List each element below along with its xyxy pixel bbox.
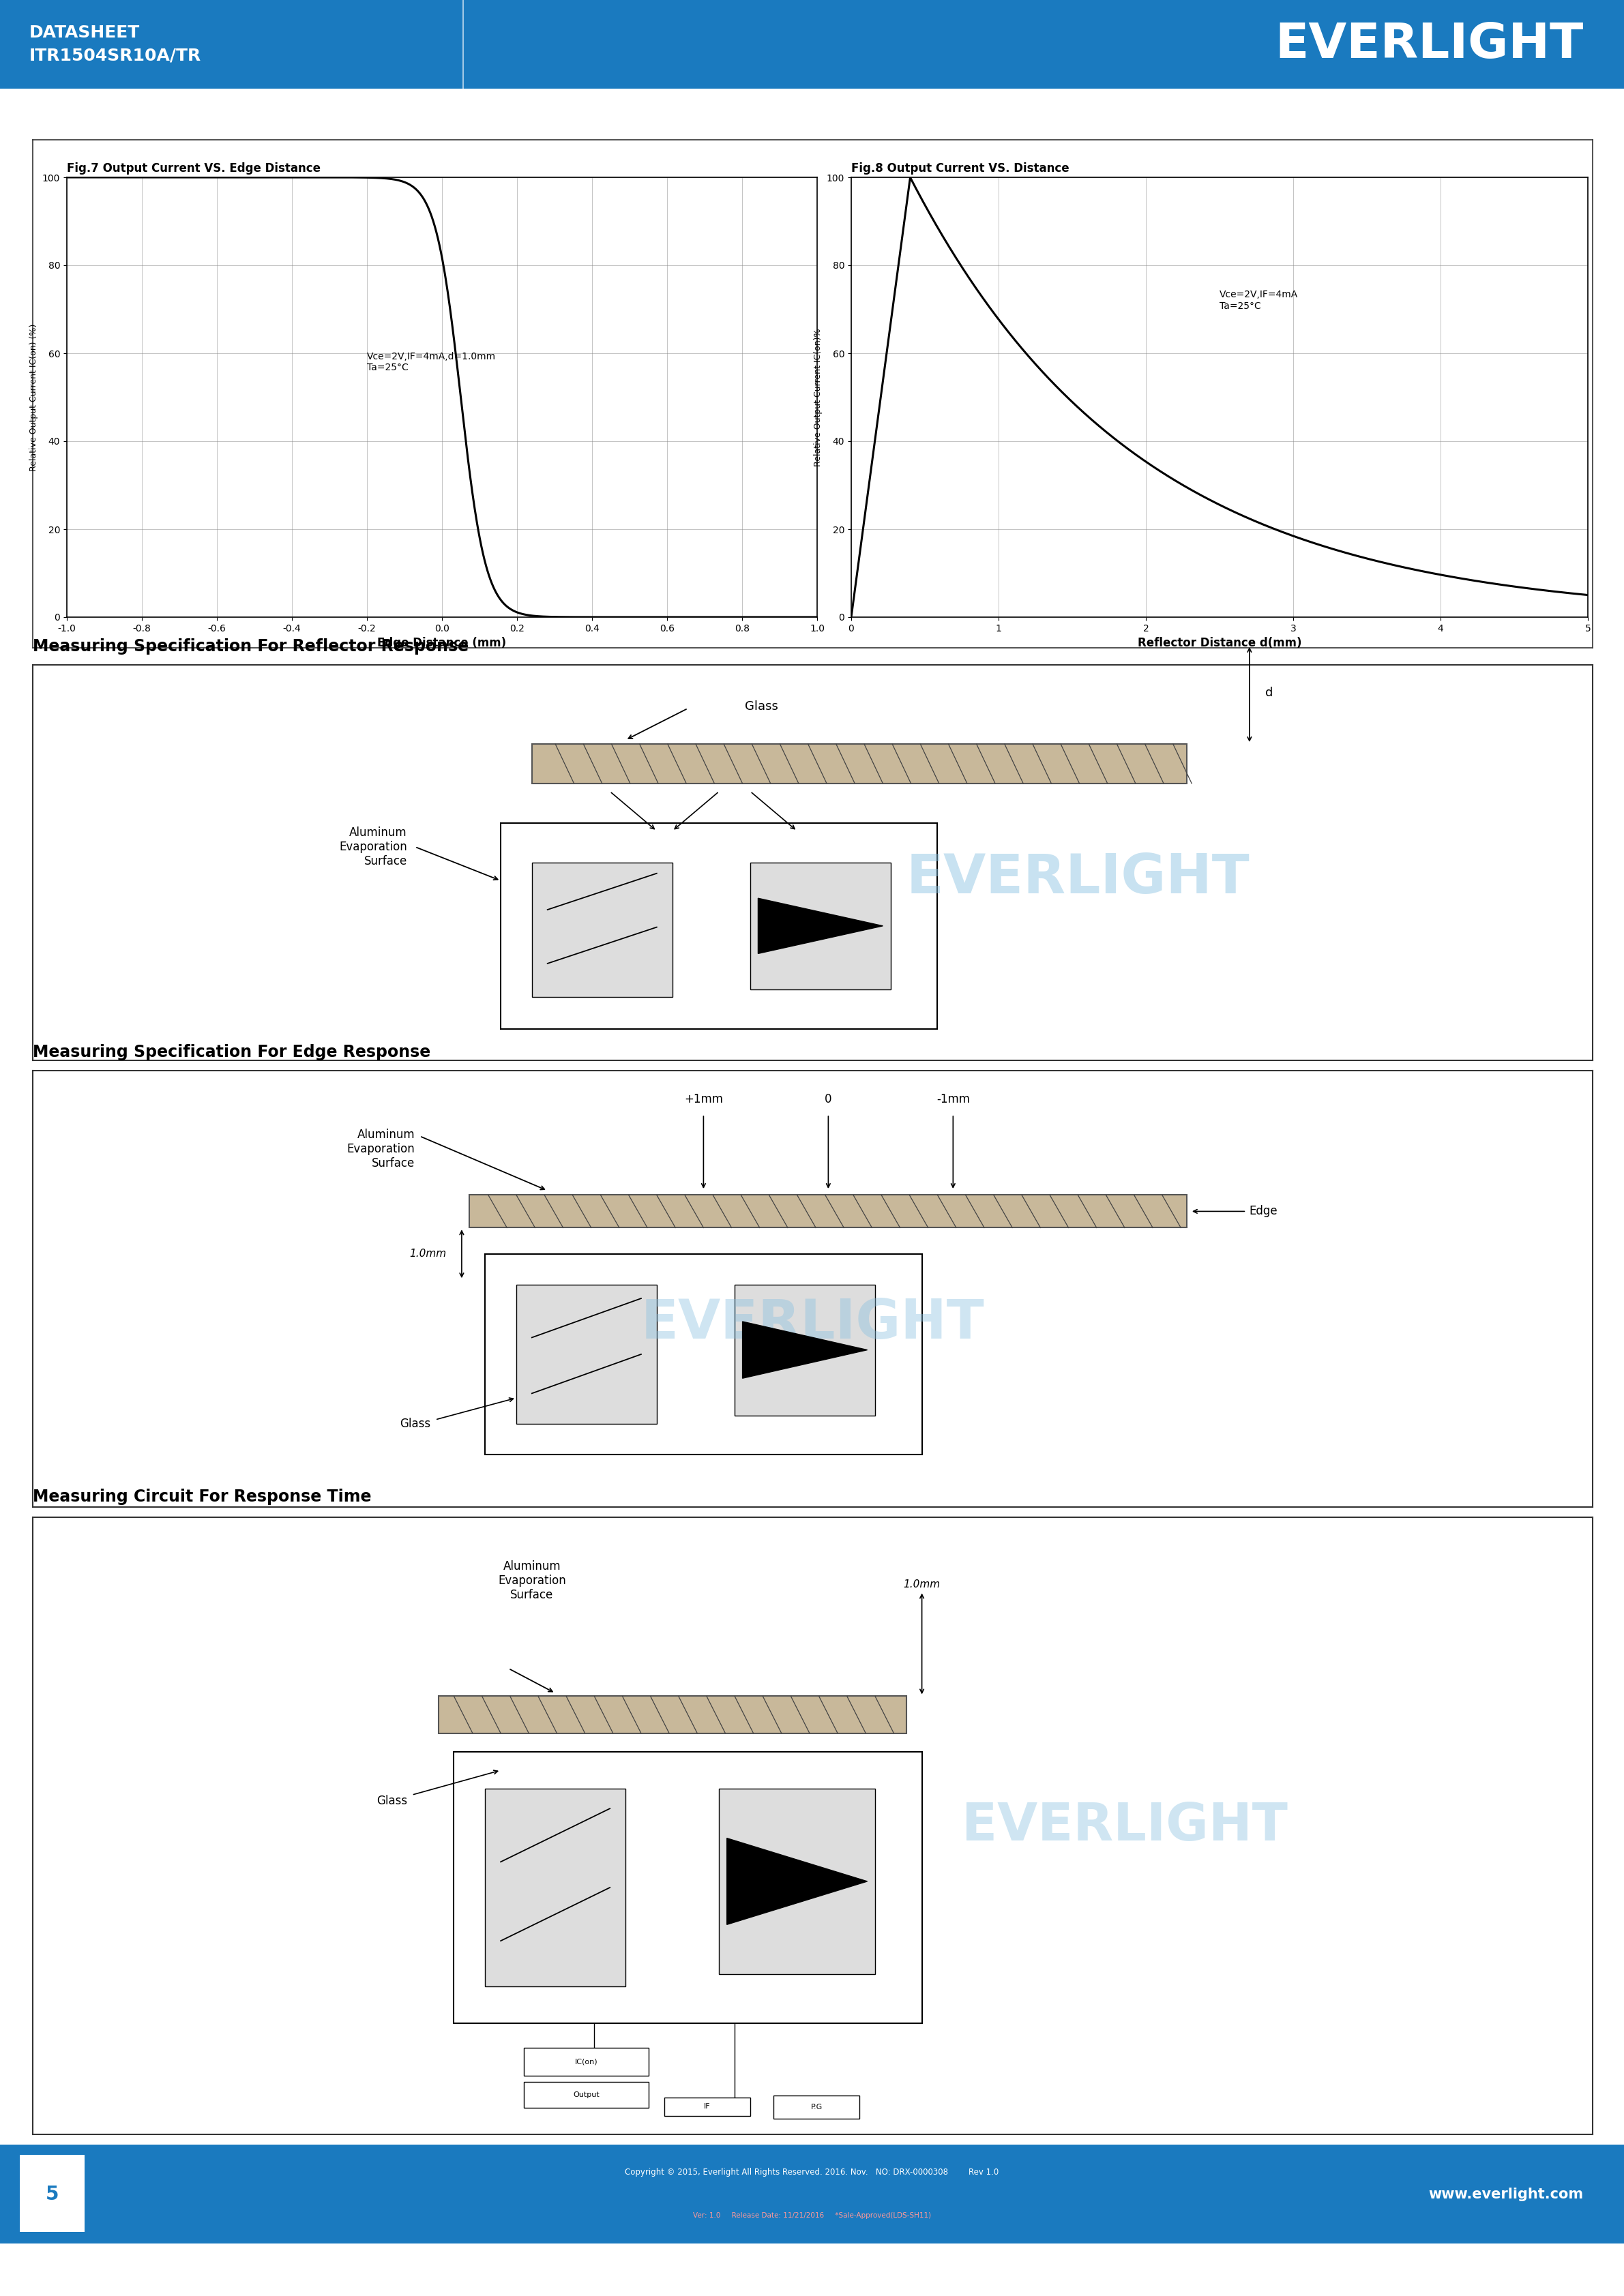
- Text: Glass: Glass: [377, 1795, 408, 1807]
- Bar: [19, 2154, 84, 2232]
- Text: ITR1504SR10A/TR: ITR1504SR10A/TR: [29, 48, 201, 64]
- Bar: [533, 744, 1187, 783]
- Text: IC(on): IC(on): [575, 2060, 598, 2066]
- Text: Fig.7 Output Current VS. Edge Distance: Fig.7 Output Current VS. Edge Distance: [67, 163, 320, 174]
- Bar: [525, 2048, 650, 2076]
- Text: Vce=2V,IF=4mA
Ta=25°C: Vce=2V,IF=4mA Ta=25°C: [1220, 289, 1298, 310]
- Text: IF: IF: [705, 2103, 711, 2110]
- Bar: [533, 863, 672, 996]
- Text: Fig.8 Output Current VS. Distance: Fig.8 Output Current VS. Distance: [851, 163, 1069, 174]
- Bar: [469, 1194, 1187, 1228]
- Text: Edge: Edge: [1249, 1205, 1278, 1217]
- Text: +1mm: +1mm: [684, 1093, 723, 1104]
- Text: Vce=2V,IF=4mA,d=1.0mm
Ta=25°C: Vce=2V,IF=4mA,d=1.0mm Ta=25°C: [367, 351, 495, 372]
- Text: Aluminum
Evaporation
Surface: Aluminum Evaporation Surface: [499, 1561, 565, 1600]
- Bar: [486, 1789, 625, 1986]
- Text: Aluminum
Evaporation
Surface: Aluminum Evaporation Surface: [339, 827, 408, 868]
- Bar: [500, 822, 937, 1029]
- Text: EVERLIGHT: EVERLIGHT: [961, 1800, 1288, 1851]
- Text: Ver: 1.0     Release Date: 11/21/2016     *Sale-Approved(LDS-SH11): Ver: 1.0 Release Date: 11/21/2016 *Sale-…: [693, 2213, 931, 2220]
- Text: Output: Output: [573, 2092, 599, 2099]
- Text: Copyright © 2015, Everlight All Rights Reserved. 2016. Nov.   NO: DRX-0000308   : Copyright © 2015, Everlight All Rights R…: [625, 2167, 999, 2177]
- Text: Measuring Specification For Reflector Response: Measuring Specification For Reflector Re…: [32, 638, 469, 654]
- Text: Measuring Specification For Edge Response: Measuring Specification For Edge Respons…: [32, 1045, 430, 1061]
- Text: Glass: Glass: [744, 700, 778, 712]
- Text: -1mm: -1mm: [937, 1093, 970, 1104]
- Bar: [719, 1789, 875, 1975]
- Text: d: d: [1265, 687, 1273, 698]
- Text: P.G: P.G: [810, 2103, 822, 2110]
- Bar: [486, 1254, 922, 1456]
- Bar: [734, 1283, 875, 1414]
- Bar: [438, 1697, 906, 1733]
- Text: EVERLIGHT: EVERLIGHT: [906, 852, 1249, 905]
- Bar: [516, 1283, 656, 1424]
- Text: EVERLIGHT: EVERLIGHT: [641, 1297, 984, 1350]
- Text: 1.0mm: 1.0mm: [903, 1580, 940, 1589]
- Y-axis label: Relative Output Current IC(on)%: Relative Output Current IC(on)%: [814, 328, 823, 466]
- Text: 0: 0: [825, 1093, 831, 1104]
- Bar: [750, 863, 890, 990]
- Text: Measuring Circuit For Response Time: Measuring Circuit For Response Time: [32, 1488, 372, 1504]
- Polygon shape: [742, 1322, 867, 1378]
- Bar: [525, 2082, 650, 2108]
- Polygon shape: [758, 898, 883, 953]
- X-axis label: Edge Distance (mm): Edge Distance (mm): [377, 636, 507, 650]
- Text: Glass: Glass: [400, 1419, 430, 1430]
- Text: EVERLIGHT: EVERLIGHT: [1275, 21, 1583, 69]
- Bar: [773, 2096, 859, 2119]
- Text: 5: 5: [45, 2183, 58, 2204]
- Text: Aluminum
Evaporation
Surface: Aluminum Evaporation Surface: [348, 1130, 414, 1169]
- Text: www.everlight.com: www.everlight.com: [1429, 2188, 1583, 2202]
- Polygon shape: [728, 1839, 867, 1924]
- Y-axis label: Relative Output Current IC(on) (%): Relative Output Current IC(on) (%): [29, 324, 39, 471]
- Bar: [664, 2096, 750, 2117]
- X-axis label: Reflector Distance d(mm): Reflector Distance d(mm): [1137, 636, 1301, 650]
- Text: 1.0mm: 1.0mm: [409, 1249, 447, 1258]
- Text: DATASHEET: DATASHEET: [29, 25, 140, 41]
- Bar: [455, 1752, 922, 2023]
